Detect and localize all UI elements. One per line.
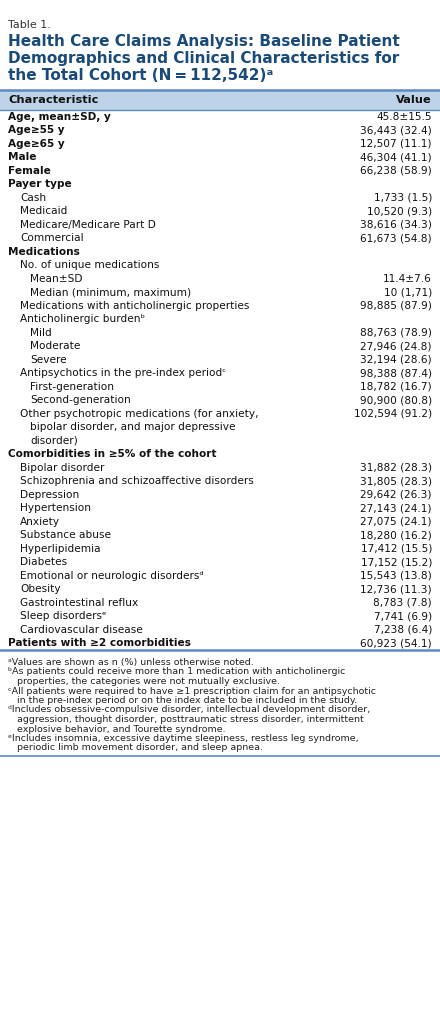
Text: Hypertension: Hypertension bbox=[20, 503, 91, 513]
Text: Value: Value bbox=[396, 95, 432, 105]
Text: 98,388 (87.4): 98,388 (87.4) bbox=[360, 369, 432, 378]
Text: Severe: Severe bbox=[30, 354, 66, 365]
Text: Mean±SD: Mean±SD bbox=[30, 273, 83, 284]
Text: Payer type: Payer type bbox=[8, 179, 72, 189]
Text: Depression: Depression bbox=[20, 489, 79, 500]
Text: Age≥65 y: Age≥65 y bbox=[8, 138, 65, 148]
Text: 66,238 (58.9): 66,238 (58.9) bbox=[360, 166, 432, 176]
Text: Male: Male bbox=[8, 153, 37, 162]
Bar bbox=[0, 90, 440, 110]
Text: 61,673 (54.8): 61,673 (54.8) bbox=[360, 233, 432, 244]
Text: 12,507 (11.1): 12,507 (11.1) bbox=[360, 138, 432, 148]
Text: Obesity: Obesity bbox=[20, 585, 61, 594]
Text: 8,783 (7.8): 8,783 (7.8) bbox=[374, 598, 432, 608]
Text: 12,736 (11.3): 12,736 (11.3) bbox=[360, 585, 432, 594]
Text: 17,412 (15.5): 17,412 (15.5) bbox=[361, 544, 432, 554]
Text: Cash: Cash bbox=[20, 193, 46, 203]
Text: Emotional or neurologic disordersᵈ: Emotional or neurologic disordersᵈ bbox=[20, 570, 204, 581]
Text: bipolar disorder, and major depressive: bipolar disorder, and major depressive bbox=[30, 422, 235, 432]
Text: 60,923 (54.1): 60,923 (54.1) bbox=[360, 638, 432, 648]
Text: Anticholinergic burdenᵇ: Anticholinergic burdenᵇ bbox=[20, 314, 145, 325]
Text: Medications with anticholinergic properties: Medications with anticholinergic propert… bbox=[20, 301, 249, 310]
Text: Comorbidities in ≥5% of the cohort: Comorbidities in ≥5% of the cohort bbox=[8, 450, 216, 459]
Text: 102,594 (91.2): 102,594 (91.2) bbox=[354, 409, 432, 419]
Text: 31,882 (28.3): 31,882 (28.3) bbox=[360, 463, 432, 473]
Text: ᵃValues are shown as n (%) unless otherwise noted.: ᵃValues are shown as n (%) unless otherw… bbox=[8, 658, 254, 667]
Text: Demographics and Clinical Characteristics for: Demographics and Clinical Characteristic… bbox=[8, 51, 399, 66]
Text: 10,520 (9.3): 10,520 (9.3) bbox=[367, 206, 432, 216]
Text: Female: Female bbox=[8, 166, 51, 176]
Text: 29,642 (26.3): 29,642 (26.3) bbox=[360, 489, 432, 500]
Text: in the pre-index period or on the index date to be included in the study.: in the pre-index period or on the index … bbox=[8, 696, 357, 705]
Text: 98,885 (87.9): 98,885 (87.9) bbox=[360, 301, 432, 310]
Text: 18,280 (16.2): 18,280 (16.2) bbox=[360, 530, 432, 541]
Text: 17,152 (15.2): 17,152 (15.2) bbox=[361, 557, 432, 567]
Text: Antipsychotics in the pre-index periodᶜ: Antipsychotics in the pre-index periodᶜ bbox=[20, 369, 226, 378]
Text: Patients with ≥2 comorbidities: Patients with ≥2 comorbidities bbox=[8, 638, 191, 648]
Text: 31,805 (28.3): 31,805 (28.3) bbox=[360, 476, 432, 486]
Text: properties, the categories were not mutually exclusive.: properties, the categories were not mutu… bbox=[8, 677, 280, 686]
Text: Medicare/Medicare Part D: Medicare/Medicare Part D bbox=[20, 220, 156, 229]
Text: ᵈIncludes obsessive-compulsive disorder, intellectual development disorder,: ᵈIncludes obsessive-compulsive disorder,… bbox=[8, 706, 370, 715]
Text: explosive behavior, and Tourette syndrome.: explosive behavior, and Tourette syndrom… bbox=[8, 725, 226, 733]
Text: periodic limb movement disorder, and sleep apnea.: periodic limb movement disorder, and sle… bbox=[8, 743, 263, 753]
Text: Medicaid: Medicaid bbox=[20, 206, 67, 216]
Text: aggression, thought disorder, posttraumatic stress disorder, intermittent: aggression, thought disorder, posttrauma… bbox=[8, 715, 364, 724]
Text: Bipolar disorder: Bipolar disorder bbox=[20, 463, 104, 473]
Text: 32,194 (28.6): 32,194 (28.6) bbox=[360, 354, 432, 365]
Text: Moderate: Moderate bbox=[30, 341, 81, 351]
Text: Mild: Mild bbox=[30, 328, 52, 338]
Text: Characteristic: Characteristic bbox=[8, 95, 99, 105]
Text: the Total Cohort (N = 112,542)ᵃ: the Total Cohort (N = 112,542)ᵃ bbox=[8, 68, 273, 83]
Text: 1,733 (1.5): 1,733 (1.5) bbox=[374, 193, 432, 203]
Text: 27,143 (24.1): 27,143 (24.1) bbox=[360, 503, 432, 513]
Text: 27,075 (24.1): 27,075 (24.1) bbox=[360, 517, 432, 526]
Text: Sleep disordersᵉ: Sleep disordersᵉ bbox=[20, 611, 106, 622]
Text: Hyperlipidemia: Hyperlipidemia bbox=[20, 544, 101, 554]
Text: 18,782 (16.7): 18,782 (16.7) bbox=[360, 382, 432, 392]
Text: Age, mean±SD, y: Age, mean±SD, y bbox=[8, 112, 111, 122]
Text: disorder): disorder) bbox=[30, 436, 78, 445]
Text: Schizophrenia and schizoaffective disorders: Schizophrenia and schizoaffective disord… bbox=[20, 476, 254, 486]
Text: Table 1.: Table 1. bbox=[8, 20, 51, 30]
Text: Diabetes: Diabetes bbox=[20, 557, 67, 567]
Text: Median (minimum, maximum): Median (minimum, maximum) bbox=[30, 288, 191, 297]
Text: Commercial: Commercial bbox=[20, 233, 84, 244]
Text: 27,946 (24.8): 27,946 (24.8) bbox=[360, 341, 432, 351]
Text: ᶜAll patients were required to have ≥1 prescription claim for an antipsychotic: ᶜAll patients were required to have ≥1 p… bbox=[8, 686, 376, 695]
Text: ᵉIncludes insomnia, excessive daytime sleepiness, restless leg syndrome,: ᵉIncludes insomnia, excessive daytime sl… bbox=[8, 734, 359, 743]
Text: 38,616 (34.3): 38,616 (34.3) bbox=[360, 220, 432, 229]
Text: 46,304 (41.1): 46,304 (41.1) bbox=[360, 153, 432, 162]
Text: ᵇAs patients could receive more than 1 medication with anticholinergic: ᵇAs patients could receive more than 1 m… bbox=[8, 668, 345, 677]
Text: 88,763 (78.9): 88,763 (78.9) bbox=[360, 328, 432, 338]
Text: 10 (1,71): 10 (1,71) bbox=[384, 288, 432, 297]
Text: Anxiety: Anxiety bbox=[20, 517, 60, 526]
Text: Second-generation: Second-generation bbox=[30, 395, 131, 406]
Text: Health Care Claims Analysis: Baseline Patient: Health Care Claims Analysis: Baseline Pa… bbox=[8, 34, 400, 49]
Text: Cardiovascular disease: Cardiovascular disease bbox=[20, 625, 143, 635]
Text: First-generation: First-generation bbox=[30, 382, 114, 392]
Text: 11.4±7.6: 11.4±7.6 bbox=[383, 273, 432, 284]
Text: 7,238 (6.4): 7,238 (6.4) bbox=[374, 625, 432, 635]
Text: 15,543 (13.8): 15,543 (13.8) bbox=[360, 570, 432, 581]
Text: Medications: Medications bbox=[8, 247, 80, 257]
Text: 45.8±15.5: 45.8±15.5 bbox=[377, 112, 432, 122]
Text: Gastrointestinal reflux: Gastrointestinal reflux bbox=[20, 598, 138, 608]
Text: No. of unique medications: No. of unique medications bbox=[20, 260, 159, 270]
Text: 90,900 (80.8): 90,900 (80.8) bbox=[360, 395, 432, 406]
Text: Substance abuse: Substance abuse bbox=[20, 530, 111, 541]
Text: Age≥55 y: Age≥55 y bbox=[8, 125, 65, 135]
Text: 7,741 (6.9): 7,741 (6.9) bbox=[374, 611, 432, 622]
Text: 36,443 (32.4): 36,443 (32.4) bbox=[360, 125, 432, 135]
Text: Other psychotropic medications (for anxiety,: Other psychotropic medications (for anxi… bbox=[20, 409, 259, 419]
